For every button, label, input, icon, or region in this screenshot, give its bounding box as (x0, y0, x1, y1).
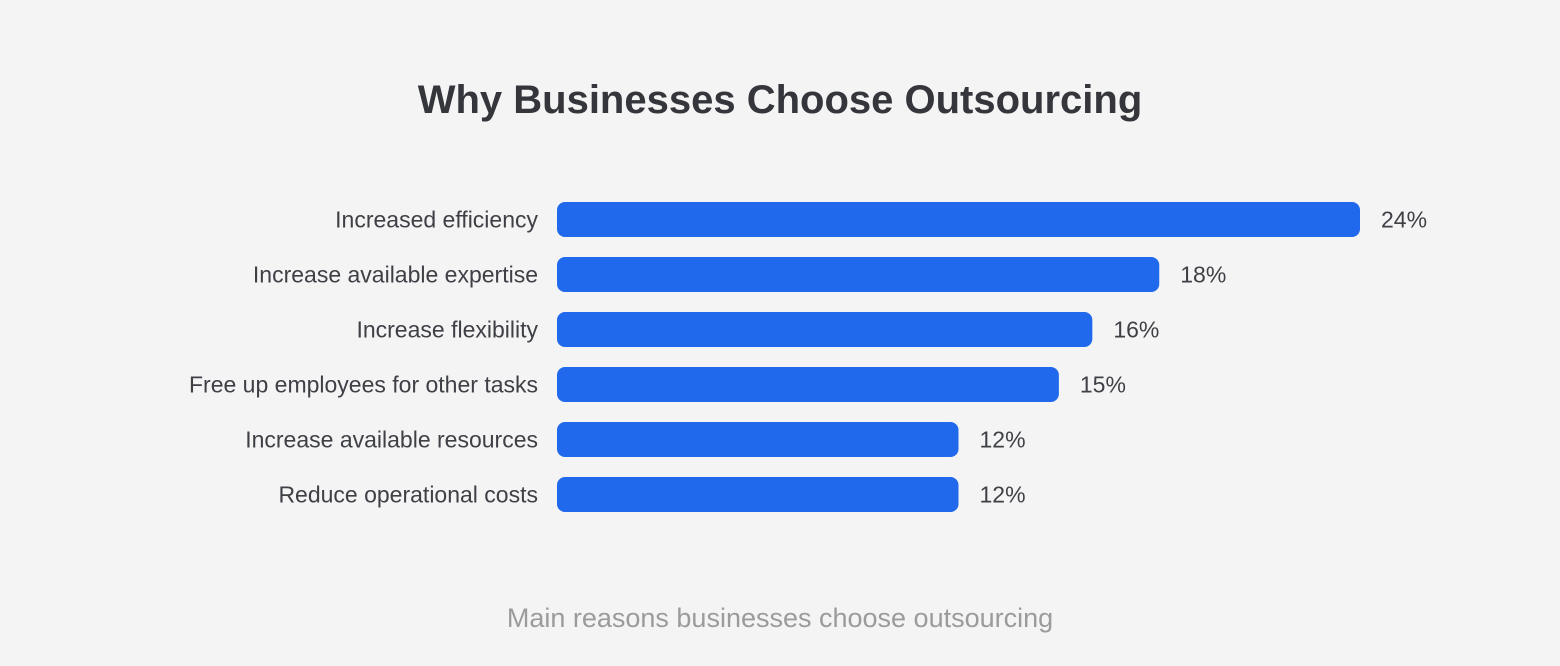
bar (557, 312, 1093, 347)
category-label: Increase available resources (245, 427, 538, 453)
chart-caption: Main reasons businesses choose outsourci… (506, 603, 1054, 633)
category-label: Free up employees for other tasks (189, 372, 538, 398)
category-label: Increase available expertise (253, 262, 538, 288)
value-label: 16% (1113, 317, 1159, 343)
value-label: 12% (980, 427, 1026, 453)
chart-title: Why Businesses Choose Outsourcing (417, 78, 1143, 122)
value-label: 15% (1080, 372, 1126, 398)
category-label: Increase flexibility (356, 317, 538, 343)
bar (557, 367, 1059, 402)
bar (557, 257, 1160, 292)
bar (557, 202, 1360, 237)
value-label: 18% (1180, 262, 1226, 288)
value-label: 12% (980, 482, 1026, 508)
value-label: 24% (1381, 207, 1427, 233)
bar (557, 422, 959, 457)
bar (557, 477, 959, 512)
category-label: Reduce operational costs (278, 482, 538, 508)
category-label: Increased efficiency (335, 207, 538, 233)
